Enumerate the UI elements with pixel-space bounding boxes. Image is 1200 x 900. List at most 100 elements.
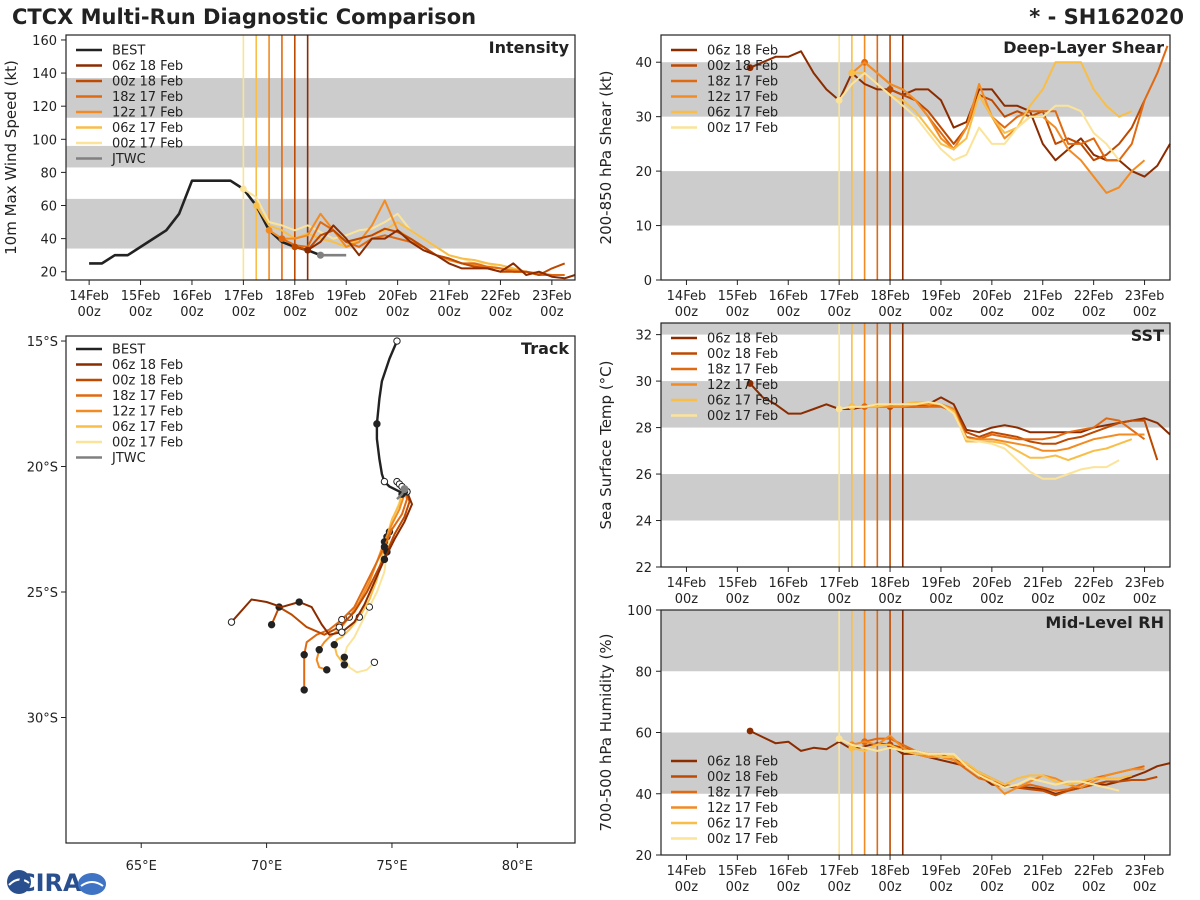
legend-label: 12z 17 Feb: [112, 405, 183, 420]
shade-band: [661, 610, 1170, 672]
x-tick-label: 16Feb 00z: [172, 289, 212, 320]
x-tick-label: 16Feb 00z: [768, 576, 808, 607]
y-tick-label: 15°S: [27, 335, 58, 350]
y-tick-label: 30°S: [27, 712, 58, 727]
plot-frame: [660, 322, 1171, 568]
x-tick-label: 21Feb 00z: [1023, 289, 1063, 320]
x-tick-label: 16Feb 00z: [768, 289, 808, 320]
series-start-marker: [278, 235, 286, 243]
series-start-marker: [835, 735, 843, 743]
y-tick-label: 40: [40, 233, 57, 248]
x-tick-label: 16Feb 00z: [768, 864, 808, 895]
series-line: [307, 224, 576, 280]
legend-label: 12z 17 Feb: [707, 378, 778, 393]
legend-label: BEST: [112, 44, 145, 59]
x-tick-label: 17Feb 00z: [819, 289, 859, 320]
x-tick-label: 17Feb 00z: [224, 289, 264, 320]
legend-label: 18z 17 Feb: [707, 363, 778, 378]
series-start-marker: [746, 64, 754, 72]
plot-area: [661, 323, 1170, 567]
series-start-marker: [746, 727, 754, 735]
shade-band: [66, 145, 575, 168]
x-tick-label: 20Feb 00z: [972, 864, 1012, 895]
chart-title: CTCX Multi-Run Diagnostic Comparison: [12, 5, 477, 29]
track-point: [323, 666, 331, 674]
chart-rh: 20 40 60 80 100 14Feb 00z 15Feb 00z 16Feb 00z 17Feb…: [597, 604, 1171, 895]
y-tick-label: 24: [635, 515, 652, 530]
x-tick-label: 22Feb 00z: [1074, 289, 1114, 320]
cira-logo: CIRA: [7, 869, 106, 897]
y-tick-label: 80: [40, 166, 57, 181]
x-tick-label: 19Feb 00z: [326, 289, 366, 320]
series-start-marker: [886, 86, 894, 93]
logo-globe-icon: [78, 873, 106, 895]
panel-title: Deep-Layer Shear: [1003, 38, 1164, 57]
y-axis-label: 700-500 hPa Humidity (%): [597, 633, 615, 831]
y-tick-label: 120: [32, 100, 57, 115]
shade-band: [66, 78, 575, 118]
track-point: [227, 618, 236, 626]
chart-shear: 0 10 20 30 40 14Feb 00z 15Feb 00z 16Feb 00z 17Feb 00…: [597, 34, 1171, 320]
legend-label: 00z 17 Feb: [707, 121, 778, 136]
legend-label: 06z 17 Feb: [112, 420, 183, 435]
y-tick-label: 25°S: [27, 586, 58, 601]
x-tick-label: 75°E: [376, 859, 407, 874]
legend-label: 06z 18 Feb: [112, 59, 183, 74]
legend-label: JTWC: [111, 451, 146, 466]
x-tick-label: 21Feb 00z: [1023, 576, 1063, 607]
x-tick-label: 18Feb 00z: [870, 576, 910, 607]
series-start-marker: [304, 246, 312, 254]
legend-label: 06z 17 Feb: [707, 817, 778, 832]
track-point: [300, 651, 308, 659]
x-tick-label: 15Feb 00z: [718, 289, 758, 320]
x-tick-label: 80°E: [502, 859, 533, 874]
x-tick-label: 14Feb 00z: [667, 289, 707, 320]
legend-label: 12z 17 Feb: [707, 801, 778, 816]
track-point: [300, 686, 308, 694]
x-tick-label: 22Feb 00z: [481, 289, 521, 320]
x-tick-label: 15Feb 00z: [121, 289, 161, 320]
y-tick-label: 40: [635, 788, 652, 803]
y-tick-label: 22: [635, 561, 652, 576]
x-tick-label: 17Feb 00z: [819, 576, 859, 607]
y-tick-label: 140: [32, 67, 57, 82]
plot-frame: [65, 34, 576, 281]
y-tick-label: 10: [635, 220, 652, 235]
series-line: [889, 88, 1146, 162]
track-point: [370, 658, 379, 666]
track-line: [270, 491, 411, 636]
series-line: [851, 403, 1145, 452]
x-tick-label: 15Feb 00z: [718, 864, 758, 895]
logo-circle-icon: [7, 870, 31, 894]
legend-label: 00z 17 Feb: [707, 409, 778, 424]
y-tick-label: 160: [32, 34, 57, 49]
series-start-marker: [848, 69, 856, 77]
legend-label: 00z 18 Feb: [707, 770, 778, 785]
legend-label: 06z 18 Feb: [707, 755, 778, 770]
legend-label: 00z 18 Feb: [112, 75, 183, 90]
x-tick-label: 70°E: [251, 859, 282, 874]
chart-sst: 22 24 26 28 30 32 14Feb 00z 15Feb 00z 16Feb 00z 17Fe…: [597, 322, 1171, 607]
series-start-marker: [265, 226, 273, 234]
series-start-marker: [746, 380, 754, 387]
x-tick-label: 23Feb 00z: [1125, 576, 1165, 607]
series-start-marker: [252, 202, 260, 209]
legend-label: 00z 18 Feb: [707, 59, 778, 74]
y-tick-label: 60: [635, 727, 652, 742]
track-point: [315, 646, 323, 654]
y-tick-label: 20: [635, 849, 652, 864]
map-frame: [65, 335, 576, 844]
legend-label: 06z 18 Feb: [112, 358, 183, 373]
x-tick-label: 18Feb 00z: [870, 289, 910, 320]
y-tick-label: 60: [40, 200, 57, 215]
shade-band: [661, 171, 1170, 226]
track-point: [380, 555, 389, 564]
track-point: [267, 620, 276, 629]
panel-title: SST: [1131, 326, 1164, 345]
y-tick-label: 100: [627, 604, 652, 619]
series-line: [749, 382, 1171, 436]
